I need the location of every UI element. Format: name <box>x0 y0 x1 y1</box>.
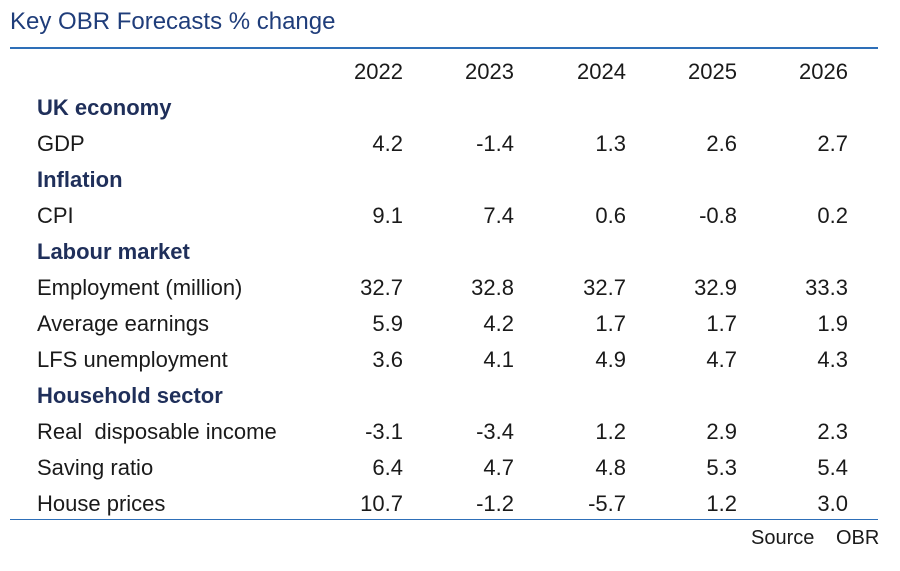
section-heading-row: UK economy <box>0 91 900 127</box>
row-label: Real disposable income <box>37 419 277 444</box>
section-heading-row: Inflation <box>0 163 900 199</box>
table-cell: -3.1 <box>365 419 403 444</box>
table-cell: 2.3 <box>817 419 848 444</box>
row-label: LFS unemployment <box>37 347 228 372</box>
table-cell: 1.2 <box>595 419 626 444</box>
table-cell: 3.0 <box>817 491 848 516</box>
row-label: House prices <box>37 491 166 516</box>
table-cell: 4.7 <box>706 347 737 372</box>
year-header: 2022 <box>354 59 403 84</box>
table-cell: 9.1 <box>372 203 403 228</box>
table-row: LFS unemployment 3.6 4.1 4.9 4.7 4.3 <box>0 343 900 379</box>
table-cell: 4.7 <box>483 455 514 480</box>
bottom-divider <box>10 519 878 520</box>
table-row: CPI 9.1 7.4 0.6 -0.8 0.2 <box>0 199 900 235</box>
year-header-row: 2022 2023 2024 2025 2026 <box>0 55 900 91</box>
year-header: 2026 <box>799 59 848 84</box>
table-row: Saving ratio 6.4 4.7 4.8 5.3 5.4 <box>0 451 900 487</box>
table-cell: 5.4 <box>817 455 848 480</box>
section-heading: UK economy <box>37 95 172 120</box>
table-cell: 4.2 <box>372 131 403 156</box>
section-heading: Household sector <box>37 383 223 408</box>
table-cell: 32.7 <box>583 275 626 300</box>
source-label: Source <box>751 527 815 549</box>
table-cell: 1.3 <box>595 131 626 156</box>
top-divider <box>10 47 878 49</box>
row-label: Average earnings <box>37 311 210 336</box>
table-cell: 0.2 <box>817 203 848 228</box>
table-cell: -0.8 <box>699 203 737 228</box>
table-cell: -1.4 <box>476 131 514 156</box>
table-cell: 10.7 <box>360 491 403 516</box>
table-cell: 6.4 <box>372 455 403 480</box>
row-label: Saving ratio <box>37 455 154 480</box>
table-cell: 3.6 <box>372 347 403 372</box>
row-label: CPI <box>37 203 74 228</box>
table-cell: 7.4 <box>483 203 514 228</box>
row-label: GDP <box>37 131 85 156</box>
year-header: 2023 <box>465 59 514 84</box>
table-cell: 5.9 <box>372 311 403 336</box>
source-value: OBR <box>836 527 880 549</box>
table-cell: 4.8 <box>595 455 626 480</box>
table-row: Real disposable income -3.1 -3.4 1.2 2.9… <box>0 415 900 451</box>
year-header: 2024 <box>577 59 626 84</box>
year-header: 2025 <box>688 59 737 84</box>
table-cell: 0.6 <box>595 203 626 228</box>
table-cell: 33.3 <box>805 275 848 300</box>
table-cell: 2.6 <box>706 131 737 156</box>
table-cell: 1.2 <box>706 491 737 516</box>
table-cell: 1.7 <box>595 311 626 336</box>
table-row: GDP 4.2 -1.4 1.3 2.6 2.7 <box>0 127 900 163</box>
section-heading-row: Labour market <box>0 235 900 271</box>
table-row: Employment (million) 32.7 32.8 32.7 32.9… <box>0 271 900 307</box>
table-cell: -5.7 <box>588 491 626 516</box>
table-cell: 1.9 <box>817 311 848 336</box>
table-row: House prices 10.7 -1.2 -5.7 1.2 3.0 <box>0 487 900 523</box>
table-cell: 1.7 <box>706 311 737 336</box>
table-cell: 5.3 <box>706 455 737 480</box>
table-cell: 2.7 <box>817 131 848 156</box>
table-cell: 4.2 <box>483 311 514 336</box>
table-cell: 4.1 <box>483 347 514 372</box>
section-heading-row: Household sector <box>0 379 900 415</box>
section-heading: Labour market <box>37 239 190 264</box>
table-cell: 32.9 <box>694 275 737 300</box>
table-cell: 32.7 <box>360 275 403 300</box>
row-label: Employment (million) <box>37 275 243 300</box>
table-title: Key OBR Forecasts % change <box>10 8 336 35</box>
table-cell: -1.2 <box>476 491 514 516</box>
table-cell: 32.8 <box>471 275 514 300</box>
section-heading: Inflation <box>37 167 123 192</box>
table-row: Average earnings 5.9 4.2 1.7 1.7 1.9 <box>0 307 900 343</box>
table-cell: 2.9 <box>706 419 737 444</box>
table-cell: 4.3 <box>817 347 848 372</box>
table-cell: -3.4 <box>476 419 514 444</box>
table-cell: 4.9 <box>595 347 626 372</box>
